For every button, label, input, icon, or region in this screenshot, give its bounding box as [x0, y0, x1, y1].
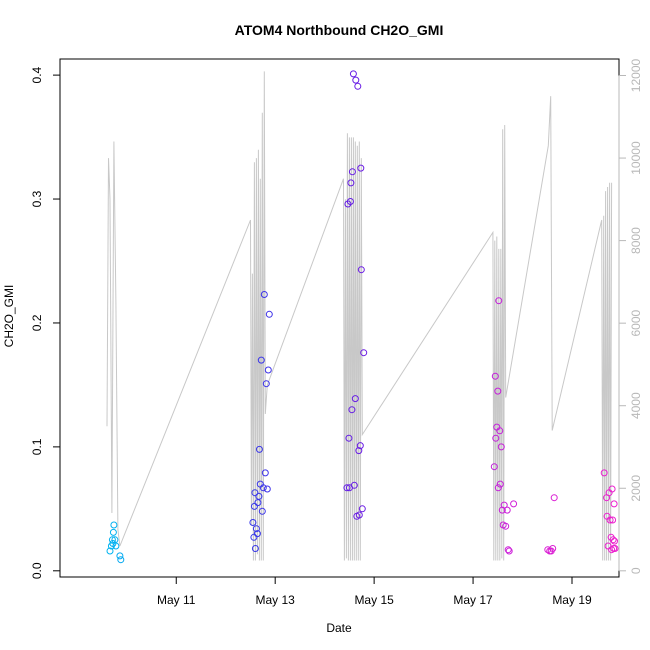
ch2o-data-point — [346, 198, 354, 205]
ch2o-data-point — [608, 485, 616, 493]
ch2o-data-point — [610, 500, 618, 508]
x-tick-label: May 11 — [157, 593, 196, 607]
y-tick-label: 0.3 — [30, 190, 44, 207]
y2-tick-label: 2000 — [629, 475, 643, 502]
ch2o-data-point — [544, 546, 552, 554]
ch2o-data-point — [492, 434, 500, 442]
y2-tick-label: 10000 — [629, 141, 643, 175]
y2-tick-label: 0 — [629, 567, 643, 574]
ch2o-data-point — [255, 492, 263, 500]
y2-axis: 0 2000 4000 6000 8000 10000 12000 — [618, 59, 643, 574]
ch2o-data-point — [255, 445, 263, 453]
ch2o-data-point — [609, 536, 617, 544]
ch2o-data-point — [606, 516, 614, 524]
x-tick-label: May 13 — [256, 593, 296, 607]
ch2o-data-point — [600, 469, 608, 477]
ch2o-data-point — [265, 310, 273, 318]
x-axis-label: Date — [326, 621, 352, 635]
y2-tick-label: 6000 — [629, 309, 643, 336]
ch2o-data-point — [259, 484, 267, 492]
altitude-line-group — [106, 71, 613, 561]
chart-title: ATOM4 Northbound CH2O_GMI — [235, 22, 444, 38]
ch2o-data-point — [249, 519, 257, 526]
x-tick-label: May 17 — [453, 593, 493, 607]
ch2o-data-point — [250, 533, 258, 541]
ch2o-data-point — [345, 434, 353, 442]
y-tick-label: 0.2 — [30, 314, 44, 331]
ch2o-data-point — [112, 542, 120, 550]
ch2o-data-point — [250, 502, 258, 510]
ch2o-points-group — [106, 70, 619, 564]
ch2o-data-point — [494, 484, 502, 492]
ch2o-data-point — [110, 521, 118, 529]
ch2o-data-point — [343, 484, 351, 492]
plot-frame — [59, 58, 620, 578]
ch2o-data-point — [604, 542, 612, 550]
ch2o-data-point — [505, 547, 513, 555]
ch2o-data-point — [358, 505, 366, 513]
ch2o-data-point — [490, 463, 498, 471]
ch2o-data-point — [496, 427, 504, 435]
y-tick-label: 0.1 — [30, 438, 44, 455]
ch2o-data-point — [251, 489, 259, 497]
ch2o-data-point — [253, 530, 261, 538]
ch2o-data-point — [497, 443, 505, 451]
ch2o-data-point — [549, 545, 557, 552]
ch2o-data-point — [550, 494, 558, 502]
ch2o-data-point — [502, 522, 510, 530]
altitude-series-line — [106, 71, 613, 561]
ch2o-data-point — [495, 297, 503, 305]
ch2o-data-point — [109, 528, 117, 536]
y2-tick-label: 4000 — [629, 392, 643, 419]
ch2o-data-point — [348, 168, 356, 176]
ch2o-data-point — [494, 387, 502, 395]
ch2o-data-point — [611, 545, 619, 552]
ch2o-data-point — [357, 164, 365, 172]
ch2o-data-point — [351, 395, 359, 403]
ch2o-data-point — [350, 481, 358, 489]
y2-tick-label: 12000 — [629, 59, 643, 93]
ch2o-data-point — [264, 366, 272, 374]
x-tick-label: May 19 — [552, 593, 592, 607]
x-axis: May 11 May 13 May 15 May 17 May 19 — [157, 577, 592, 607]
ch2o-data-point — [503, 506, 511, 514]
ch2o-data-point — [352, 76, 360, 84]
ch2o-data-point — [504, 546, 512, 554]
ch2o-data-point — [360, 349, 368, 357]
x-tick-label: May 15 — [354, 593, 394, 607]
y-tick-label: 0.4 — [30, 66, 44, 83]
ch2o-data-point — [349, 70, 357, 78]
ch2o-data-point — [354, 82, 362, 90]
y2-tick-label: 8000 — [629, 227, 643, 254]
ch2o-data-point — [260, 291, 268, 298]
ch2o-data-point — [108, 536, 116, 544]
ch2o-data-point — [252, 525, 260, 533]
ch2o-data-point — [261, 469, 269, 477]
ch2o-data-point — [106, 547, 114, 555]
y-axis: 0.0 0.1 0.2 0.3 0.4 — [30, 66, 60, 579]
ch2o-data-point — [251, 545, 259, 552]
ch2o-data-point — [356, 442, 364, 450]
y-axis-label: CH2O_GMI — [2, 285, 16, 348]
ch2o-data-point — [116, 552, 124, 560]
ch2o-data-point — [609, 516, 617, 524]
ch2o-data-point — [355, 447, 363, 455]
ch2o-data-point — [357, 266, 365, 274]
ch2o-data-point — [611, 537, 618, 545]
ch2o-data-point — [117, 556, 125, 564]
ch2o-data-point — [263, 485, 271, 493]
ch2o-data-point — [262, 380, 270, 388]
ch2o-data-point — [510, 500, 518, 508]
ch2o-data-point — [491, 372, 499, 380]
ch2o-data-point — [500, 501, 508, 509]
ch2o-data-point — [257, 356, 265, 364]
y-tick-label: 0.0 — [30, 562, 44, 579]
ch2o-data-point — [496, 480, 504, 488]
ch2o-data-point — [347, 179, 355, 187]
ch2o-data-point — [348, 406, 356, 414]
ch2o-data-point — [355, 511, 363, 519]
ch2o-data-point — [258, 507, 266, 515]
